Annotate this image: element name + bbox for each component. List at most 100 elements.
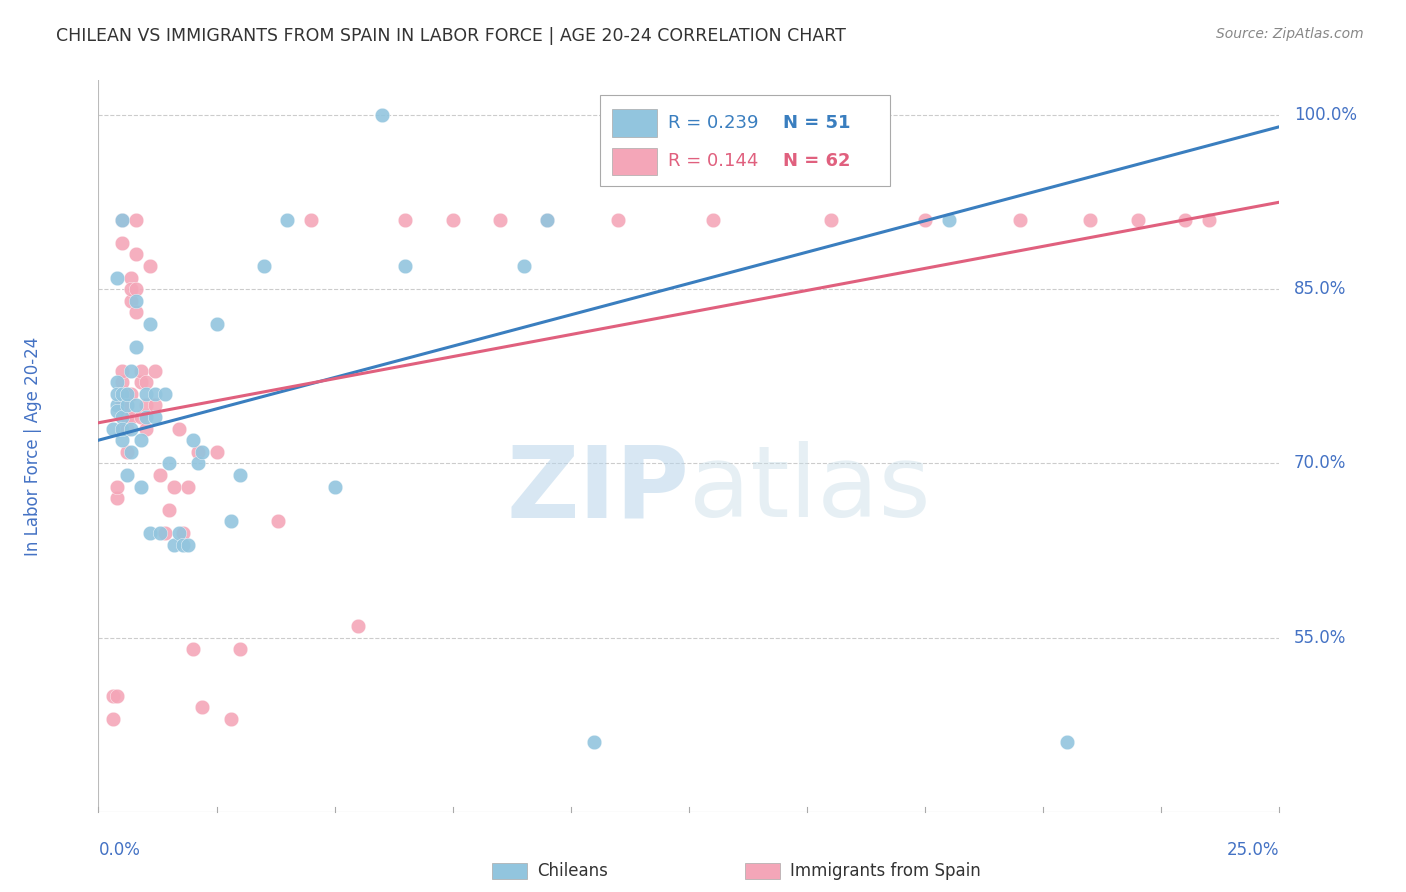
Point [129,480,152,494]
Point [607,212,630,227]
Point [181,433,204,447]
Point [205,317,228,331]
Point [143,386,166,401]
Text: CHILEAN VS IMMIGRANTS FROM SPAIN IN LABOR FORCE | AGE 20-24 CORRELATION CHART: CHILEAN VS IMMIGRANTS FROM SPAIN IN LABO… [56,27,846,45]
Point [153,526,176,541]
Text: 70.0%: 70.0% [1294,454,1346,473]
Point [536,212,558,227]
Point [111,363,134,377]
Point [105,270,128,285]
Text: In Labor Force | Age 20-24: In Labor Force | Age 20-24 [24,336,42,556]
Point [105,480,128,494]
FancyBboxPatch shape [612,147,657,176]
Point [347,619,370,633]
Point [205,445,228,459]
Point [219,515,242,529]
Point [125,293,148,308]
Point [111,212,134,227]
Point [115,398,138,412]
Point [105,398,128,412]
Point [105,386,128,401]
Point [115,421,138,435]
Point [111,421,134,435]
Point [135,421,157,435]
Point [105,375,128,389]
FancyBboxPatch shape [612,109,657,136]
Point [111,212,134,227]
Point [938,212,960,227]
Text: Chileans: Chileans [537,862,607,880]
Text: atlas: atlas [689,442,931,539]
Point [820,212,842,227]
Point [149,468,172,483]
Point [135,409,157,424]
Point [111,375,134,389]
Point [1080,212,1102,227]
Point [115,468,138,483]
Point [111,386,134,401]
Point [125,282,148,296]
Point [129,375,152,389]
Point [143,409,166,424]
Point [536,212,558,227]
Point [157,503,180,517]
Text: 100.0%: 100.0% [1294,106,1357,124]
Point [187,445,209,459]
Point [153,386,176,401]
Point [229,642,252,657]
Point [371,108,394,122]
Text: N = 62: N = 62 [783,153,851,170]
Point [101,712,124,726]
Point [125,305,148,319]
Point [121,445,143,459]
Point [191,700,214,714]
Point [229,468,252,483]
Point [276,212,298,227]
Point [125,398,148,412]
Text: 85.0%: 85.0% [1294,280,1346,298]
Text: 55.0%: 55.0% [1294,629,1346,647]
Point [1126,212,1149,227]
Point [1008,212,1031,227]
Point [135,375,157,389]
Point [121,409,143,424]
Point [129,433,152,447]
Point [323,480,346,494]
Point [101,689,124,703]
Text: Immigrants from Spain: Immigrants from Spain [790,862,981,880]
Point [219,712,242,726]
Point [914,212,936,227]
Point [143,363,166,377]
Point [125,212,148,227]
Point [121,363,143,377]
Point [129,409,152,424]
Point [111,235,134,250]
Point [121,421,143,435]
Point [441,212,464,227]
Point [121,386,143,401]
Point [105,404,128,418]
Point [105,689,128,703]
Point [1056,735,1078,749]
Point [139,259,162,273]
Point [121,282,143,296]
Point [583,735,606,749]
Point [105,491,128,506]
Point [135,398,157,412]
Point [267,515,290,529]
Text: 0.0%: 0.0% [98,841,141,859]
Point [125,247,148,261]
Point [111,398,134,412]
Point [394,212,416,227]
Text: ZIP: ZIP [506,442,689,539]
Text: R = 0.144: R = 0.144 [668,153,758,170]
Text: R = 0.239: R = 0.239 [668,113,758,132]
Point [115,386,138,401]
Point [115,386,138,401]
Point [181,642,204,657]
Point [115,445,138,459]
Point [1198,212,1220,227]
Point [149,526,172,541]
Point [177,480,200,494]
Point [157,457,180,471]
